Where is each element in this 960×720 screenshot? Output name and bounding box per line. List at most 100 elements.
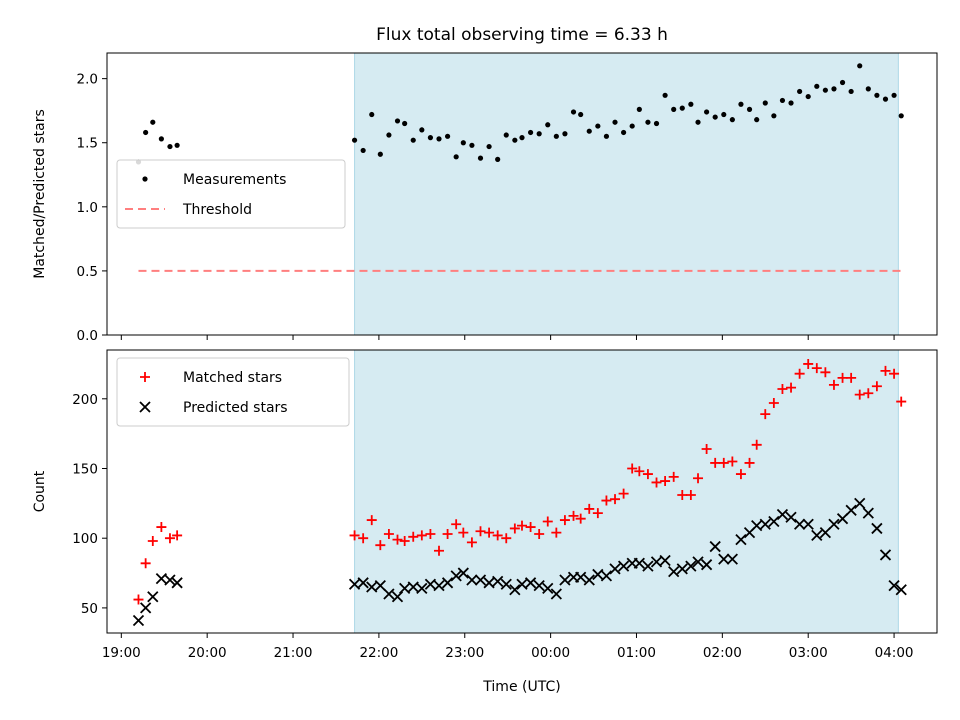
matched-stars-point <box>651 477 662 488</box>
predicted-stars-point <box>735 533 747 546</box>
predicted-stars-point <box>492 575 504 588</box>
measurements-point <box>848 88 854 95</box>
predicted-stars-point <box>147 591 159 603</box>
measurements-point <box>857 63 863 69</box>
measurements-point <box>882 96 889 102</box>
predicted-stars-point <box>500 578 512 590</box>
top-y-tick-label: 2.0 <box>77 72 98 88</box>
predicted-stars-point <box>575 571 587 583</box>
x-tick-label: 23:00 <box>445 645 484 661</box>
predicted-stars-point <box>845 504 857 516</box>
bottom-shaded-span <box>354 349 899 634</box>
matched-stars-point <box>509 523 520 534</box>
matched-stars-point <box>140 558 151 569</box>
predicted-stars-point <box>441 577 454 589</box>
legend-matched-stars-swatch <box>140 372 150 382</box>
predicted-stars-point <box>776 508 789 521</box>
matched-stars-point <box>820 367 831 378</box>
matched-stars-point <box>677 489 688 500</box>
x-tick-label: 04:00 <box>875 645 914 661</box>
measurements-point <box>754 117 760 123</box>
measurements-point <box>167 143 173 150</box>
predicted-stars-point <box>542 582 554 595</box>
measurements-point <box>143 129 149 136</box>
predicted-stars-point <box>718 553 730 565</box>
matched-stars-point <box>458 527 469 538</box>
measurements-point <box>805 93 811 100</box>
matched-stars-point <box>786 382 797 393</box>
measurements-point <box>174 142 180 148</box>
top-y-axis-label: Matched/Predicted stars <box>32 109 48 279</box>
x-tick-label: 19:00 <box>102 645 141 661</box>
measurements-point <box>695 119 701 125</box>
measurements-point <box>865 86 871 92</box>
top-panel: 0.00.51.01.52.0 Matched/Predicted stars … <box>32 52 938 344</box>
matched-stars-point <box>846 372 857 383</box>
legend-label: Threshold <box>182 202 252 218</box>
matched-stars-point <box>416 530 427 541</box>
measurements-point <box>553 133 559 139</box>
matched-stars-point <box>466 537 477 548</box>
measurements-point <box>512 137 518 143</box>
matched-stars-point <box>693 473 704 484</box>
matched-stars-point <box>701 443 712 454</box>
predicted-stars-point <box>600 570 613 582</box>
matched-stars-point <box>534 529 545 540</box>
measurements-point <box>612 119 618 125</box>
measurements-point <box>712 114 718 120</box>
matched-stars-point <box>399 535 410 546</box>
predicted-stars-point <box>383 588 395 600</box>
matched-stars-point <box>889 368 900 379</box>
predicted-stars-point <box>457 567 469 579</box>
measurements-point <box>679 105 685 111</box>
matched-stars-point <box>575 513 586 524</box>
predicted-stars-point <box>509 584 521 596</box>
matched-stars-point <box>442 529 453 540</box>
measurements-point <box>410 137 416 143</box>
measurements-point <box>688 101 694 107</box>
measurements-point <box>150 119 156 125</box>
matched-stars-point <box>484 527 495 538</box>
matched-stars-point <box>559 515 570 526</box>
matched-stars-point <box>744 457 755 468</box>
matched-stars-point <box>751 439 762 450</box>
predicted-stars-point <box>559 574 571 586</box>
matched-stars-point <box>133 594 144 605</box>
measurements-point <box>469 142 475 148</box>
predicted-stars-point <box>802 518 814 530</box>
measurements-point <box>874 92 880 98</box>
top-panel-frame <box>106 52 938 336</box>
top-y-tick-label: 1.5 <box>77 136 98 152</box>
predicted-stars-point <box>700 559 713 571</box>
bottom-y-tick-label: 100 <box>72 531 98 547</box>
measurements-point <box>444 133 451 139</box>
matched-stars-point <box>880 365 891 376</box>
matched-stars-point <box>811 363 822 374</box>
predicted-stars-point <box>466 574 478 586</box>
predicted-stars-point <box>819 526 832 539</box>
measurements-point <box>427 135 434 141</box>
bottom-y-tick-label: 150 <box>72 461 98 477</box>
measurements-point <box>562 131 568 137</box>
measurements-point <box>704 109 710 115</box>
bottom-legend: Matched stars Predicted stars <box>116 357 350 427</box>
matched-stars-point <box>551 527 562 538</box>
matched-stars-point <box>718 457 729 468</box>
measurements-point <box>603 133 610 139</box>
predicted-stars-point <box>132 614 145 627</box>
matched-stars-point <box>584 503 595 514</box>
measurements-point <box>495 156 501 162</box>
measurements-point <box>527 129 534 136</box>
measurements-point <box>814 83 820 89</box>
matched-stars-point <box>854 389 865 400</box>
x-axis-label: Time (UTC) <box>482 679 560 695</box>
predicted-stars-point <box>433 579 445 592</box>
measurements-point <box>898 113 904 119</box>
legend-measurements-swatch <box>142 176 148 182</box>
bottom-panel-frame <box>106 349 938 634</box>
matched-stars-point <box>542 516 553 527</box>
predicted-stars-point <box>854 497 866 509</box>
matched-stars-point <box>366 515 377 526</box>
matched-stars-point <box>727 456 738 467</box>
top-y-tick-label: 1.0 <box>77 200 98 216</box>
